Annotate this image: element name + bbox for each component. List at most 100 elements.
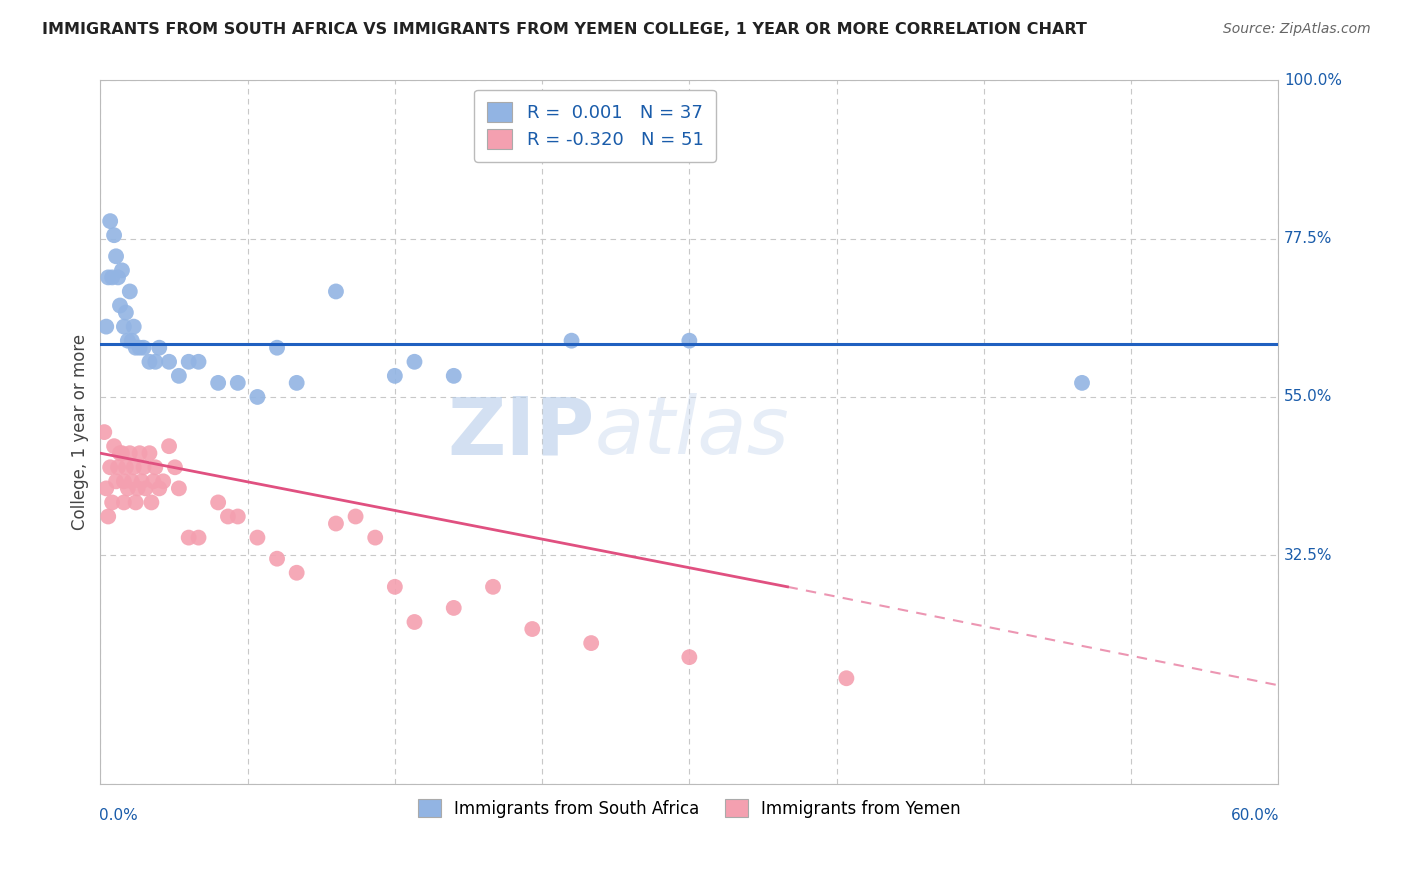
Point bbox=[105, 249, 128, 263]
Point bbox=[226, 376, 249, 390]
Point bbox=[364, 531, 387, 545]
Point bbox=[132, 341, 155, 355]
Text: atlas: atlas bbox=[595, 393, 790, 471]
Legend: Immigrants from South Africa, Immigrants from Yemen: Immigrants from South Africa, Immigrants… bbox=[411, 793, 967, 824]
Point bbox=[111, 446, 134, 460]
Point bbox=[103, 228, 125, 243]
Text: 60.0%: 60.0% bbox=[1232, 808, 1279, 823]
Point bbox=[122, 319, 145, 334]
Point bbox=[108, 446, 131, 460]
Point bbox=[98, 460, 121, 475]
Point bbox=[107, 270, 129, 285]
Point bbox=[344, 509, 367, 524]
Point bbox=[117, 334, 139, 348]
Point bbox=[207, 376, 229, 390]
Point bbox=[1071, 376, 1094, 390]
Point bbox=[105, 475, 128, 489]
Point bbox=[138, 355, 160, 369]
Point bbox=[384, 368, 406, 383]
Point bbox=[148, 481, 170, 495]
Point bbox=[93, 425, 115, 439]
Point bbox=[121, 334, 143, 348]
Point bbox=[157, 439, 180, 453]
Text: Source: ZipAtlas.com: Source: ZipAtlas.com bbox=[1223, 22, 1371, 37]
Point bbox=[443, 601, 465, 615]
Point bbox=[285, 376, 308, 390]
Point bbox=[138, 446, 160, 460]
Point bbox=[217, 509, 239, 524]
Point bbox=[101, 495, 124, 509]
Point bbox=[246, 390, 269, 404]
Point bbox=[101, 270, 124, 285]
Point bbox=[96, 319, 118, 334]
Point bbox=[121, 475, 143, 489]
Point bbox=[97, 270, 120, 285]
Text: 0.0%: 0.0% bbox=[100, 808, 138, 823]
Point bbox=[108, 299, 131, 313]
Point bbox=[122, 460, 145, 475]
Point bbox=[118, 446, 141, 460]
Point bbox=[97, 509, 120, 524]
Point bbox=[404, 615, 426, 629]
Point bbox=[112, 495, 135, 509]
Point bbox=[157, 355, 180, 369]
Point bbox=[107, 460, 129, 475]
Point bbox=[187, 355, 209, 369]
Point bbox=[187, 531, 209, 545]
Point bbox=[177, 355, 200, 369]
Point bbox=[561, 334, 583, 348]
Point bbox=[148, 341, 170, 355]
Point bbox=[125, 341, 148, 355]
Point bbox=[143, 460, 166, 475]
Point bbox=[226, 509, 249, 524]
Point bbox=[131, 475, 153, 489]
Y-axis label: College, 1 year or more: College, 1 year or more bbox=[72, 334, 89, 530]
Point bbox=[111, 263, 134, 277]
Point bbox=[678, 334, 700, 348]
Point bbox=[134, 481, 156, 495]
Point bbox=[522, 622, 544, 636]
Point bbox=[127, 481, 149, 495]
Text: 32.5%: 32.5% bbox=[1284, 548, 1333, 563]
Point bbox=[128, 341, 150, 355]
Point bbox=[678, 650, 700, 665]
Point bbox=[132, 460, 155, 475]
Point bbox=[285, 566, 308, 580]
Point bbox=[443, 368, 465, 383]
Text: 100.0%: 100.0% bbox=[1284, 73, 1343, 88]
Point bbox=[167, 481, 190, 495]
Point bbox=[835, 671, 858, 685]
Point bbox=[266, 341, 288, 355]
Point bbox=[384, 580, 406, 594]
Point bbox=[96, 481, 118, 495]
Point bbox=[141, 495, 163, 509]
Text: 77.5%: 77.5% bbox=[1284, 231, 1333, 246]
Point bbox=[207, 495, 229, 509]
Point bbox=[112, 475, 135, 489]
Point bbox=[152, 475, 174, 489]
Text: ZIP: ZIP bbox=[449, 393, 595, 471]
Point bbox=[143, 355, 166, 369]
Point bbox=[115, 305, 138, 319]
Point bbox=[142, 475, 165, 489]
Text: 55.0%: 55.0% bbox=[1284, 390, 1333, 404]
Point bbox=[128, 446, 150, 460]
Point bbox=[177, 531, 200, 545]
Point bbox=[404, 355, 426, 369]
Point bbox=[118, 285, 141, 299]
Point bbox=[167, 368, 190, 383]
Point bbox=[325, 516, 347, 531]
Point bbox=[579, 636, 602, 650]
Point bbox=[325, 285, 347, 299]
Point bbox=[115, 460, 138, 475]
Point bbox=[98, 214, 121, 228]
Point bbox=[125, 495, 148, 509]
Point bbox=[112, 319, 135, 334]
Point bbox=[103, 439, 125, 453]
Point bbox=[482, 580, 505, 594]
Point bbox=[163, 460, 186, 475]
Point bbox=[266, 551, 288, 566]
Point bbox=[246, 531, 269, 545]
Point bbox=[117, 481, 139, 495]
Text: IMMIGRANTS FROM SOUTH AFRICA VS IMMIGRANTS FROM YEMEN COLLEGE, 1 YEAR OR MORE CO: IMMIGRANTS FROM SOUTH AFRICA VS IMMIGRAN… bbox=[42, 22, 1087, 37]
